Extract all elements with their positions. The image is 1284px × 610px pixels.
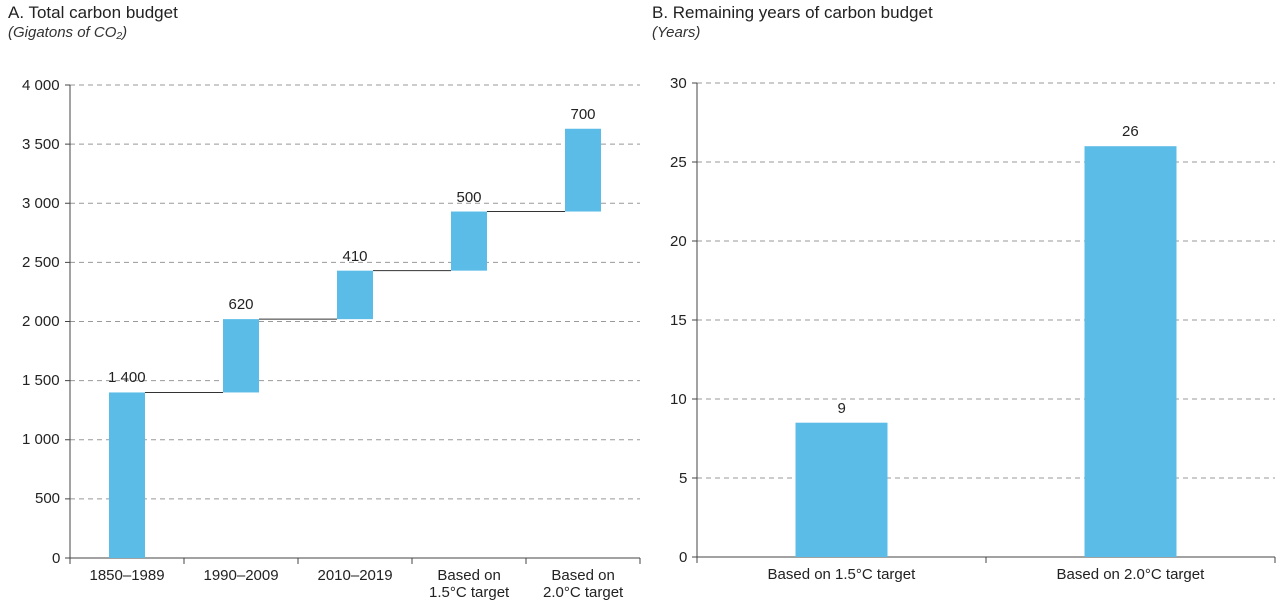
value-label: 26 xyxy=(1122,123,1139,141)
y-tick-label: 500 xyxy=(35,490,61,508)
value-label: 700 xyxy=(570,105,596,123)
y-tick-label: 1 500 xyxy=(22,372,60,390)
x-tick-label: 1850–1989 xyxy=(89,567,165,584)
x-tick-label: Based on 2.0°C target xyxy=(543,567,624,601)
x-tick-label: 2010–2019 xyxy=(317,567,393,584)
bar xyxy=(795,422,888,557)
x-tick-label: Based on 2.0°C target xyxy=(1056,566,1205,583)
y-tick-label: 30 xyxy=(670,74,687,92)
y-tick-label: 5 xyxy=(679,469,688,487)
value-label: 9 xyxy=(837,399,846,417)
x-tick-label: Based on 1.5°C target xyxy=(429,567,510,601)
x-tick-label: Based on 1.5°C target xyxy=(767,566,916,583)
y-tick-label: 15 xyxy=(670,311,687,329)
value-label: 500 xyxy=(456,188,482,206)
chart-title: A. Total carbon budget xyxy=(8,3,178,22)
y-tick-label: 10 xyxy=(670,390,687,408)
value-label: 410 xyxy=(342,247,368,265)
y-tick-label: 1 000 xyxy=(22,431,60,449)
y-tick-label: 4 000 xyxy=(22,76,60,94)
y-tick-label: 0 xyxy=(679,548,688,566)
bar xyxy=(109,392,145,558)
y-tick-label: 2 000 xyxy=(22,313,60,330)
chart-title: B. Remaining years of carbon budget xyxy=(652,3,933,22)
bar xyxy=(451,211,487,271)
bar xyxy=(337,270,373,320)
y-tick-label: 3 000 xyxy=(22,194,60,212)
y-tick-label: 0 xyxy=(52,549,61,567)
y-tick-label: 20 xyxy=(670,232,687,250)
chart-subtitle: (Gigatons of CO₂) xyxy=(8,24,128,41)
bar xyxy=(223,319,259,393)
x-tick-label: 1990–2009 xyxy=(203,567,279,584)
y-tick-label: 25 xyxy=(670,153,687,171)
y-tick-label: 3 500 xyxy=(22,135,60,153)
bar xyxy=(565,128,601,212)
bar xyxy=(1084,146,1177,557)
value-label: 620 xyxy=(228,296,254,314)
value-label: 1 400 xyxy=(108,369,146,387)
chart-subtitle: (Years) xyxy=(652,24,701,41)
y-tick-label: 2 500 xyxy=(22,253,60,271)
